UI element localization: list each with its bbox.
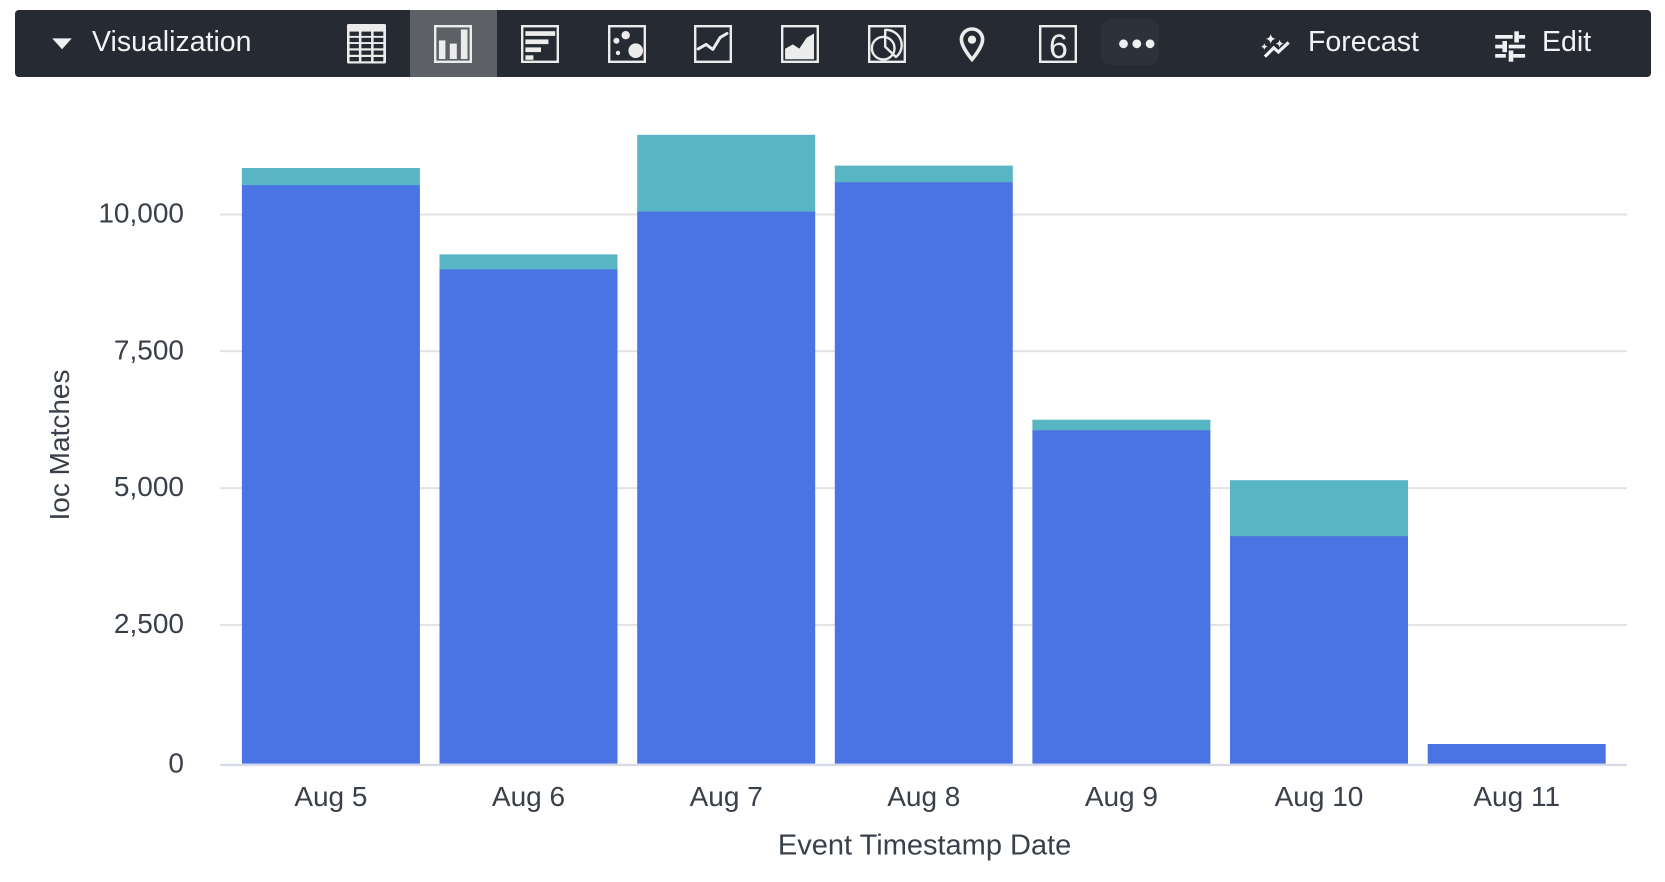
svg-text:7,500: 7,500 — [114, 334, 184, 365]
svg-text:0: 0 — [168, 748, 184, 779]
svg-text:Event Timestamp Date: Event Timestamp Date — [778, 830, 1071, 862]
svg-text:Aug 8: Aug 8 — [887, 781, 960, 812]
svg-text:2,500: 2,500 — [114, 608, 184, 639]
svg-text:Ioc Matches: Ioc Matches — [44, 370, 75, 521]
svg-text:Aug 6: Aug 6 — [492, 781, 565, 812]
svg-text:10,000: 10,000 — [98, 198, 184, 229]
svg-text:Aug 7: Aug 7 — [690, 781, 763, 812]
svg-text:5,000: 5,000 — [114, 471, 184, 502]
svg-text:Aug 5: Aug 5 — [294, 781, 367, 812]
svg-text:6: 6 — [1049, 29, 1068, 64]
svg-text:Aug 11: Aug 11 — [1473, 781, 1560, 812]
svg-text:Aug 9: Aug 9 — [1085, 781, 1158, 812]
svg-text:Aug 10: Aug 10 — [1275, 781, 1364, 812]
